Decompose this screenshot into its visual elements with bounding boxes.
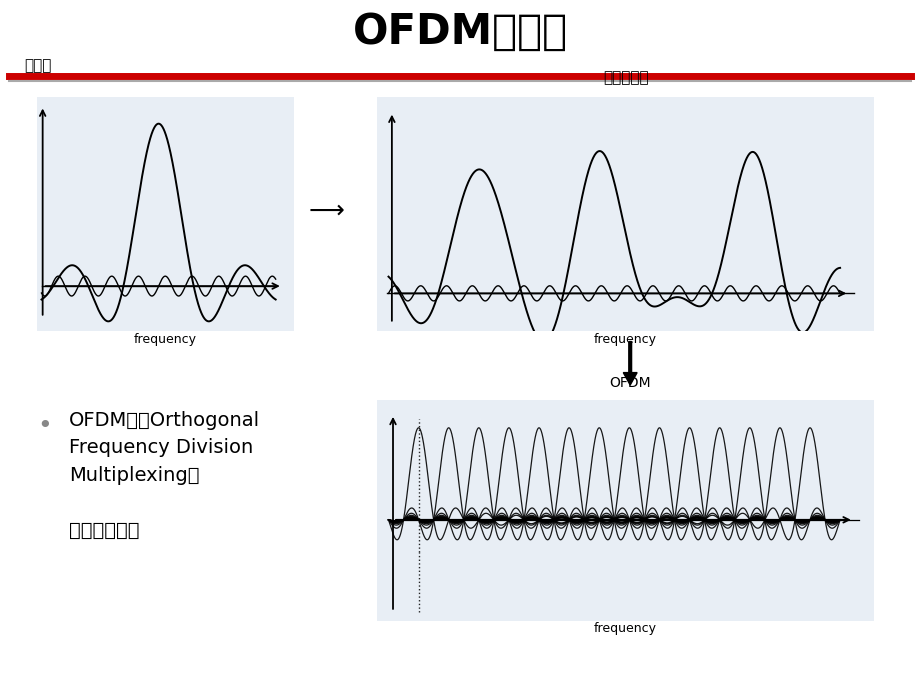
- Text: •: •: [37, 414, 51, 438]
- Text: ⟶: ⟶: [309, 199, 344, 222]
- Text: Multiplexing）: Multiplexing）: [69, 466, 199, 485]
- X-axis label: frequency: frequency: [594, 333, 656, 346]
- Text: OFDM的由来: OFDM的由来: [352, 10, 567, 52]
- X-axis label: frequency: frequency: [594, 622, 656, 635]
- Text: OFDM: OFDM: [608, 376, 651, 390]
- Text: OFDM：（Orthogonal: OFDM：（Orthogonal: [69, 411, 260, 430]
- Text: 传统多载波: 传统多载波: [602, 70, 648, 85]
- Text: 正交频分复用: 正交频分复用: [69, 521, 140, 540]
- X-axis label: frequency: frequency: [134, 333, 197, 346]
- Text: 单载波: 单载波: [24, 58, 51, 73]
- Text: Frequency Division: Frequency Division: [69, 438, 253, 457]
